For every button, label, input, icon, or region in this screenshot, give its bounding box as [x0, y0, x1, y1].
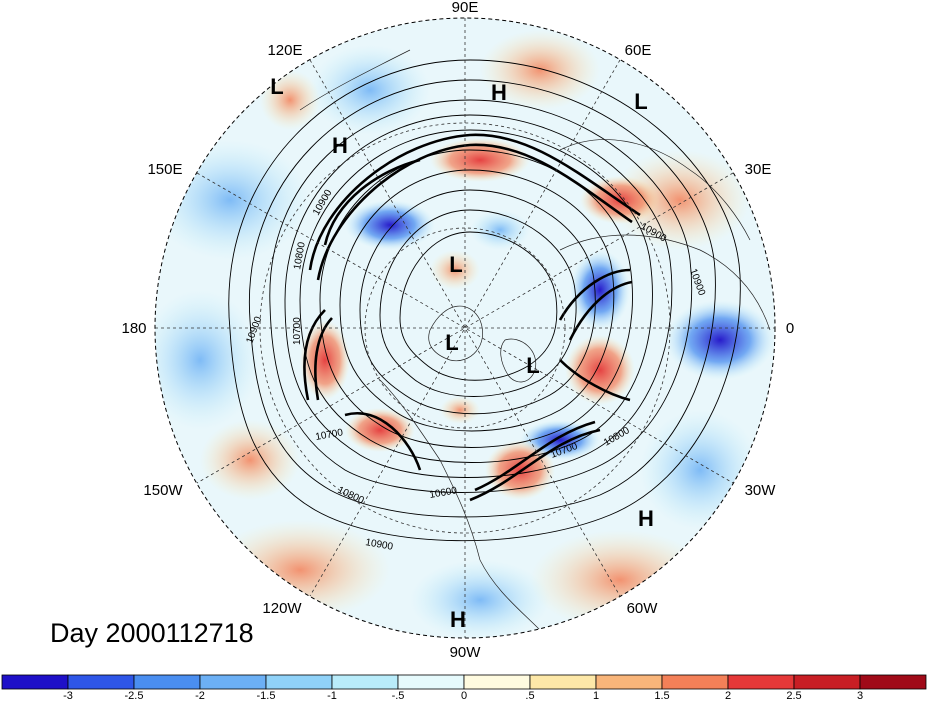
colorbar-swatch [727, 674, 795, 690]
low-marker: L [526, 353, 539, 378]
colorbar: -3 -2.5 -2 -1.5 -1 -.5 0 .5 1 1.5 2 2.5 3 [1, 674, 927, 702]
low-marker: L [270, 74, 283, 99]
colorbar-swatch [1, 674, 69, 690]
low-marker: L [449, 252, 462, 277]
colorbar-tick-label: -3 [63, 690, 73, 702]
lon-label-0: 0 [786, 320, 794, 337]
colorbar-swatch [199, 674, 267, 690]
lon-label-150w: 150W [143, 482, 183, 499]
lon-label-90w: 90W [450, 644, 482, 661]
lon-label-60w: 60W [627, 600, 659, 617]
lon-label-120e: 120E [267, 42, 302, 59]
contour-label: 10900 [364, 537, 394, 553]
lon-label-30e: 30E [745, 161, 772, 178]
colorbar-swatch [793, 674, 861, 690]
colorbar-swatch [529, 674, 597, 690]
colorbar-swatch [661, 674, 729, 690]
colorbar-tick-label: 2.5 [786, 690, 801, 702]
contour-label: 10600 [429, 485, 459, 501]
colorbar-swatch [859, 674, 927, 690]
colorbar-tick-label: 1 [593, 690, 599, 702]
colorbar-tick-label: -1 [327, 690, 337, 702]
colorbar-tick-label: 0 [461, 690, 467, 702]
contour-label: 10800 [292, 241, 308, 271]
day-title: Day 2000112718 [50, 618, 254, 648]
pressure-systems: L H H L L L L H H [270, 74, 654, 632]
colorbar-tick-label: -2.5 [125, 690, 144, 702]
high-marker: H [491, 80, 507, 105]
colorbar-tick-label: 2 [725, 690, 731, 702]
colorbar-tick-label: -1.5 [257, 690, 276, 702]
colorbar-tick-label: .5 [525, 690, 534, 702]
colorbar-swatch [331, 674, 399, 690]
contour-label: 10700 [315, 427, 345, 443]
colorbar-swatch [67, 674, 135, 690]
high-marker: H [332, 133, 348, 158]
graticule [155, 18, 775, 638]
colorbar-swatch [265, 674, 333, 690]
colorbar-tick-label: -2 [195, 690, 205, 702]
map-boundary [154, 17, 776, 639]
jet-contours [303, 133, 641, 502]
longitude-labels: 90E 60E 30E 0 30W 60W 90W 120W 150W 180 … [121, 0, 794, 661]
lon-label-180: 180 [121, 320, 146, 337]
colorbar-swatch [133, 674, 201, 690]
high-marker: H [638, 506, 654, 531]
colorbar-swatch [595, 674, 663, 690]
colorbar-tick-label: 3 [857, 690, 863, 702]
colorbar-tick-label: 1.5 [654, 690, 669, 702]
colorbar-swatch [397, 674, 465, 690]
low-marker: L [634, 89, 647, 114]
lon-label-150e: 150E [147, 161, 182, 178]
low-marker: L [445, 330, 458, 355]
lon-label-120w: 120W [262, 600, 302, 617]
anomaly-field [155, 18, 775, 638]
lon-label-90e: 90E [452, 0, 479, 16]
lon-label-30w: 30W [745, 482, 777, 499]
colorbar-swatch [463, 674, 531, 690]
contour-label: 10700 [292, 317, 303, 345]
coastlines [299, 49, 771, 631]
lon-label-60e: 60E [625, 42, 652, 59]
high-marker: H [450, 607, 466, 632]
colorbar-tick-label: -.5 [392, 690, 405, 702]
